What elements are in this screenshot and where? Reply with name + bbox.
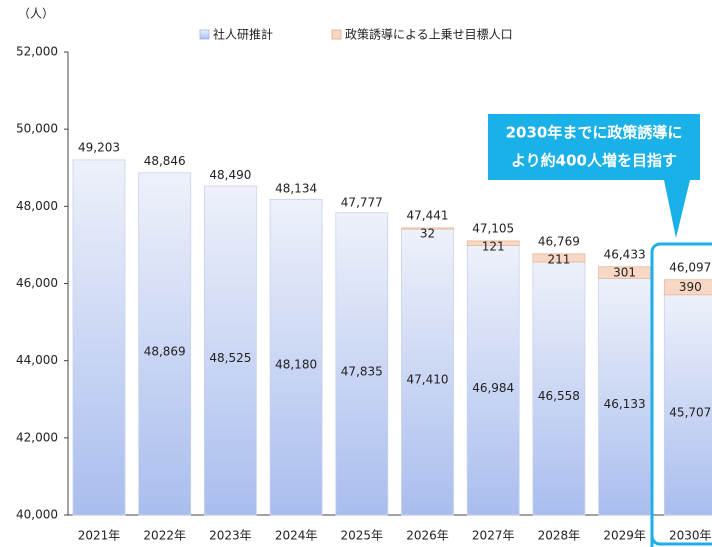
bar-segment xyxy=(335,212,389,516)
bar-segment xyxy=(269,198,323,516)
bar-segment xyxy=(663,294,712,516)
total-label: 48,846 xyxy=(144,154,186,168)
legend-label: 社人研推計 xyxy=(213,27,273,42)
y-tick-label: 50,000 xyxy=(16,122,58,136)
callout-text: 2030年までに政策誘導に xyxy=(506,124,683,142)
bar-segment xyxy=(203,185,257,516)
callout-text: より約400人増を目指す xyxy=(511,152,677,170)
x-tick-label: 2030年 xyxy=(669,529,712,543)
value-label: 46,133 xyxy=(604,397,646,411)
y-tick-label: 40,000 xyxy=(16,508,58,522)
value-label: 301 xyxy=(613,265,636,279)
legend-swatch xyxy=(331,29,342,40)
value-label: 47,835 xyxy=(341,364,383,378)
value-label: 46,558 xyxy=(538,389,580,403)
total-label: 47,105 xyxy=(472,221,514,235)
total-label: 47,777 xyxy=(341,195,383,209)
legend-swatch xyxy=(199,29,210,40)
y-tick-label: 44,000 xyxy=(16,353,58,367)
x-tick-label: 2022年 xyxy=(143,529,186,543)
value-label: 211 xyxy=(547,252,570,266)
total-label: 46,769 xyxy=(538,234,580,248)
value-label: 48,869 xyxy=(144,344,186,358)
bar-segment xyxy=(401,227,454,230)
legend-label: 政策誘導による上乗せ目標人口 xyxy=(345,28,513,42)
total-label: 46,097 xyxy=(669,260,711,274)
total-label: 48,490 xyxy=(209,168,251,182)
callout-box xyxy=(488,114,700,238)
unit-label: （人） xyxy=(18,7,54,21)
highlight-frame xyxy=(650,242,712,546)
bar-segment xyxy=(401,228,454,516)
total-label: 49,203 xyxy=(78,140,120,154)
bar-segment xyxy=(532,253,586,263)
bar-segment xyxy=(532,261,586,516)
value-label: 46,984 xyxy=(472,381,514,395)
x-tick-label: 2024年 xyxy=(275,529,318,543)
value-label: 32 xyxy=(420,226,435,240)
bar-segment xyxy=(138,172,192,516)
value-label: 121 xyxy=(482,239,505,253)
bar-segment xyxy=(598,277,651,516)
x-tick-label: 2025年 xyxy=(341,529,384,543)
bar-segment xyxy=(72,159,126,516)
bar-segment xyxy=(466,245,520,516)
value-label: 47,410 xyxy=(407,373,449,387)
x-tick-label: 2021年 xyxy=(78,529,121,543)
value-label: 48,525 xyxy=(209,351,251,365)
x-tick-label: 2028年 xyxy=(538,529,581,543)
y-tick-label: 48,000 xyxy=(16,199,58,213)
value-label: 390 xyxy=(679,280,702,294)
x-tick-label: 2027年 xyxy=(472,529,515,543)
total-label: 48,134 xyxy=(275,182,317,196)
y-tick-label: 46,000 xyxy=(16,276,58,290)
total-label: 47,441 xyxy=(407,208,449,222)
value-label: 45,707 xyxy=(669,405,711,419)
y-tick-label: 52,000 xyxy=(16,45,58,59)
value-label: 48,180 xyxy=(275,358,317,372)
x-tick-label: 2023年 xyxy=(209,529,252,543)
x-tick-label: 2029年 xyxy=(603,529,646,543)
total-label: 46,433 xyxy=(604,247,646,261)
x-tick-label: 2026年 xyxy=(406,529,449,543)
bar-segment xyxy=(466,240,520,246)
y-tick-label: 42,000 xyxy=(16,430,58,444)
bar-segment xyxy=(663,279,712,296)
